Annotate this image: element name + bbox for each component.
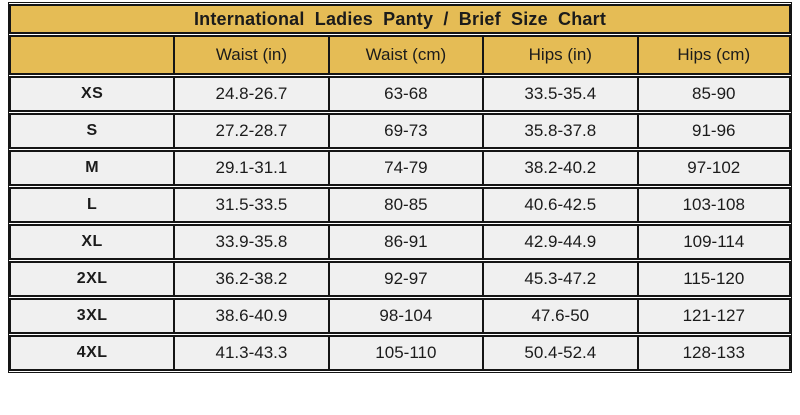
value-cell: 86-91 xyxy=(327,224,483,260)
value-cell: 41.3-43.3 xyxy=(173,335,328,371)
value-cell: 115-120 xyxy=(636,261,791,297)
value-cell: 42.9-44.9 xyxy=(482,224,637,260)
header-cell-hips-cm: Hips (cm) xyxy=(636,35,791,75)
value-cell: 98-104 xyxy=(327,298,483,334)
value-cell: 121-127 xyxy=(636,298,791,334)
value-cell: 91-96 xyxy=(636,113,791,149)
size-cell: L xyxy=(9,187,174,223)
value-cell: 24.8-26.7 xyxy=(173,76,328,112)
table-row: M 29.1-31.1 74-79 38.2-40.2 97-102 xyxy=(9,150,791,186)
table-row: L 31.5-33.5 80-85 40.6-42.5 103-108 xyxy=(9,187,791,223)
table-row: 2XL 36.2-38.2 92-97 45.3-47.2 115-120 xyxy=(9,261,791,297)
value-cell: 38.2-40.2 xyxy=(482,150,637,186)
value-cell: 33.9-35.8 xyxy=(173,224,328,260)
size-cell: XL xyxy=(9,224,174,260)
value-cell: 92-97 xyxy=(327,261,483,297)
value-cell: 38.6-40.9 xyxy=(173,298,328,334)
value-cell: 97-102 xyxy=(636,150,791,186)
size-cell: 4XL xyxy=(9,335,174,371)
value-cell: 109-114 xyxy=(636,224,791,260)
value-cell: 40.6-42.5 xyxy=(482,187,637,223)
value-cell: 80-85 xyxy=(327,187,483,223)
value-cell: 29.1-31.1 xyxy=(173,150,328,186)
value-cell: 35.8-37.8 xyxy=(482,113,637,149)
value-cell: 74-79 xyxy=(327,150,483,186)
size-table-body: XS 24.8-26.7 63-68 33.5-35.4 85-90 S 27.2-28.7… xyxy=(9,76,791,371)
table-row: 3XL 38.6-40.9 98-104 47.6-50 121-127 xyxy=(9,298,791,334)
value-cell: 45.3-47.2 xyxy=(482,261,637,297)
value-cell: 128-133 xyxy=(636,335,791,371)
table-row: XL 33.9-35.8 86-91 42.9-44.9 109-114 xyxy=(9,224,791,260)
header-cell-waist-cm: Waist (cm) xyxy=(327,35,483,75)
size-cell: 2XL xyxy=(9,261,174,297)
value-cell: 33.5-35.4 xyxy=(482,76,637,112)
value-cell: 27.2-28.7 xyxy=(173,113,328,149)
value-cell: 63-68 xyxy=(327,76,483,112)
value-cell: 36.2-38.2 xyxy=(173,261,328,297)
table-row: S 27.2-28.7 69-73 35.8-37.8 91-96 xyxy=(9,113,791,149)
header-row: Waist (in) Waist (cm) Hips (in) Hips (cm… xyxy=(9,35,791,75)
header-cell-size xyxy=(9,35,174,75)
size-cell: M xyxy=(9,150,174,186)
header-cell-waist-in: Waist (in) xyxy=(173,35,328,75)
value-cell: 105-110 xyxy=(327,335,483,371)
size-chart-table: International Ladies Panty / Brief Size … xyxy=(9,3,791,372)
value-cell: 31.5-33.5 xyxy=(173,187,328,223)
value-cell: 50.4-52.4 xyxy=(482,335,637,371)
table-row: 4XL 41.3-43.3 105-110 50.4-52.4 128-133 xyxy=(9,335,791,371)
title-row: International Ladies Panty / Brief Size … xyxy=(9,4,791,34)
value-cell: 85-90 xyxy=(636,76,791,112)
size-cell: S xyxy=(9,113,174,149)
header-cell-hips-in: Hips (in) xyxy=(482,35,637,75)
chart-title: International Ladies Panty / Brief Size … xyxy=(9,4,791,34)
size-cell: 3XL xyxy=(9,298,174,334)
value-cell: 47.6-50 xyxy=(482,298,637,334)
size-chart-container: International Ladies Panty / Brief Size … xyxy=(8,2,792,373)
table-row: XS 24.8-26.7 63-68 33.5-35.4 85-90 xyxy=(9,76,791,112)
value-cell: 103-108 xyxy=(636,187,791,223)
value-cell: 69-73 xyxy=(327,113,483,149)
size-cell: XS xyxy=(9,76,174,112)
